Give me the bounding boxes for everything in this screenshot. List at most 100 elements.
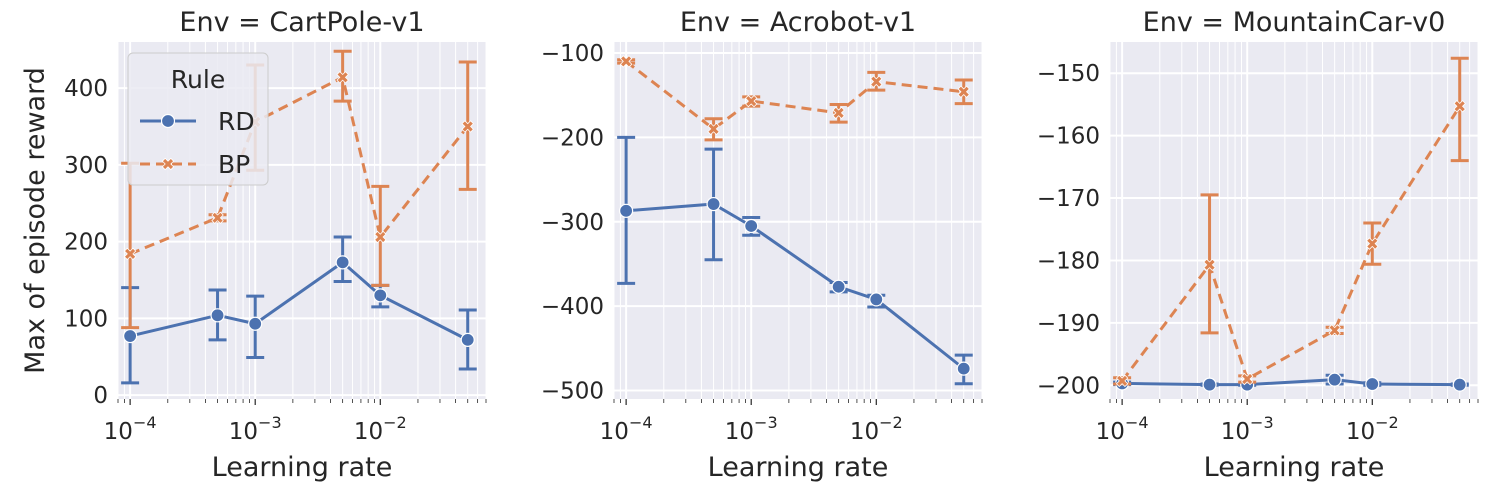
data-point-shape — [1328, 324, 1341, 337]
data-point — [211, 211, 224, 225]
legend-title: Rule — [171, 65, 225, 94]
data-point — [123, 328, 138, 344]
data-point — [1202, 377, 1217, 392]
series-line — [129, 75, 469, 256]
series-rd — [617, 135, 973, 386]
x-tick-label: 10−2 — [1346, 413, 1399, 445]
x-tick-base: 10 — [104, 419, 133, 445]
data-point-shape — [619, 55, 633, 68]
legend-marker-bp — [161, 157, 175, 171]
x-tick-base: 10 — [1346, 419, 1375, 445]
data-point — [336, 71, 349, 84]
data-point-shape — [1240, 372, 1254, 386]
x-tick-base: 10 — [229, 419, 258, 445]
legend-marker-bp-shape — [161, 157, 175, 171]
data-point-shape — [957, 85, 970, 99]
data-point-shape — [1453, 100, 1466, 113]
data-point-shape — [1203, 258, 1216, 272]
data-point-shape — [211, 211, 224, 225]
plot-area — [614, 42, 982, 399]
data-point-shape — [374, 230, 387, 244]
data-point — [707, 122, 720, 136]
data-point — [1327, 372, 1342, 387]
data-point — [374, 230, 387, 244]
data-point-shape — [707, 122, 720, 136]
series-line — [1122, 378, 1460, 387]
data-point — [1453, 100, 1466, 113]
data-point — [869, 292, 884, 307]
legend-label-rd: RD — [218, 107, 255, 136]
y-tick-label: 400 — [64, 76, 108, 102]
x-tick-base: 10 — [850, 419, 879, 445]
legend-label-bp: BP — [218, 150, 250, 179]
data-point — [335, 255, 350, 270]
y-tick-label: −150 — [1037, 61, 1100, 87]
data-point — [706, 196, 721, 212]
x-tick-label: 10−4 — [600, 413, 653, 445]
data-point-shape — [336, 71, 349, 84]
data-point-shape — [832, 106, 845, 120]
x-tick-base: 10 — [725, 419, 754, 445]
data-point — [744, 218, 759, 234]
data-point — [460, 332, 475, 347]
y-tick-label: −500 — [541, 379, 604, 405]
panel-title: Env = MountainCar-v0 — [1143, 7, 1446, 38]
data-point-shape — [1366, 237, 1379, 250]
x-tick-exponent: −3 — [754, 413, 778, 432]
y-tick-label: −200 — [1037, 373, 1100, 399]
y-tick-label: −190 — [1037, 311, 1100, 337]
data-point — [1240, 372, 1254, 386]
x-tick-base: 10 — [600, 419, 629, 445]
x-tick-exponent: −2 — [1375, 413, 1399, 432]
series-line — [1120, 105, 1461, 382]
x-tick-base: 10 — [1221, 419, 1250, 445]
data-point-shape — [1115, 374, 1129, 388]
x-tick-label: 10−2 — [850, 413, 903, 445]
data-point — [123, 247, 137, 261]
data-point — [831, 279, 846, 294]
x-tick-label: 10−4 — [104, 413, 157, 445]
x-axis-label: Learning rate — [212, 452, 393, 483]
x-axis-label: Learning rate — [1204, 452, 1385, 483]
y-tick-label: −180 — [1037, 248, 1100, 274]
y-tick-label: 200 — [64, 230, 108, 256]
panel-mountaincar: 10−4 10−3 10−2−200−190−180−170−160−150Env … — [1037, 7, 1479, 483]
x-tick-label: 10−3 — [229, 413, 282, 445]
data-point — [373, 288, 388, 303]
y-axis-label: Max of episode reward — [20, 67, 51, 374]
data-point — [461, 120, 474, 133]
series-bp — [1113, 56, 1469, 388]
legend-box — [127, 52, 269, 186]
data-point — [619, 55, 633, 68]
x-tick-exponent: −3 — [258, 413, 282, 432]
series-line — [625, 60, 964, 131]
legend: Rule RD BP — [127, 52, 269, 186]
data-point — [957, 85, 970, 99]
x-tick-base: 10 — [354, 419, 383, 445]
data-point — [210, 308, 225, 323]
series-line — [626, 202, 965, 370]
data-point-shape — [461, 120, 474, 133]
data-point — [1203, 258, 1216, 272]
x-tick-exponent: −4 — [629, 413, 653, 432]
x-tick-exponent: −2 — [383, 413, 407, 432]
data-point — [956, 361, 971, 376]
y-tick-label: 300 — [64, 153, 108, 179]
data-point — [1115, 374, 1129, 388]
data-point-shape — [744, 94, 758, 108]
panel-title: Env = Acrobot-v1 — [680, 7, 916, 38]
data-point — [248, 316, 263, 331]
x-tick-label: 10−4 — [1096, 413, 1149, 445]
minor-grid — [1109, 42, 1479, 403]
x-tick-exponent: −3 — [1250, 413, 1274, 432]
data-point — [870, 75, 883, 88]
x-tick-base: 10 — [1096, 419, 1125, 445]
y-tick-label: −300 — [541, 210, 604, 236]
major-grid — [1110, 42, 1478, 405]
x-tick-label: 10−2 — [354, 413, 407, 445]
data-point — [832, 106, 845, 120]
data-point — [1328, 324, 1341, 337]
x-tick-exponent: −2 — [879, 413, 903, 432]
data-point — [1365, 376, 1380, 392]
series-line — [129, 260, 469, 342]
